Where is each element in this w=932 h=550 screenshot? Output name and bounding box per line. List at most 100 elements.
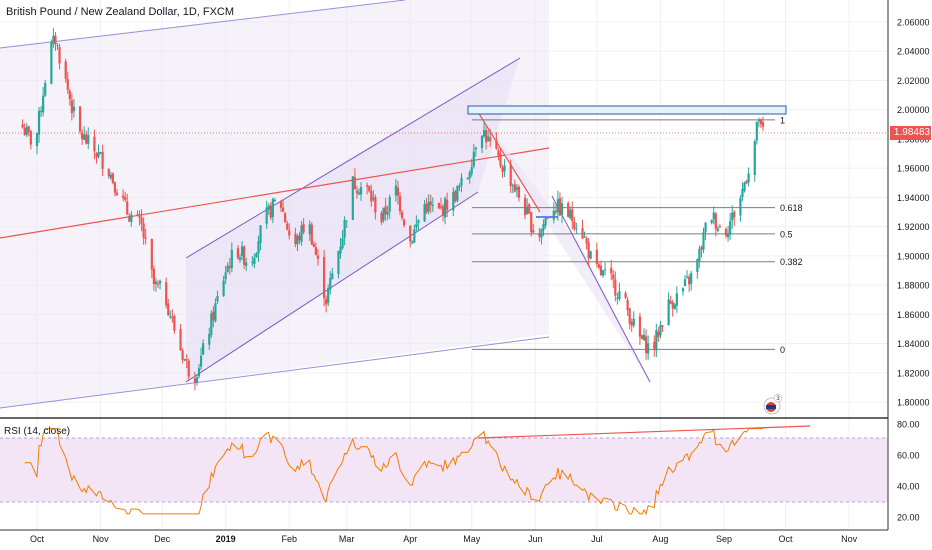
candle-body	[556, 199, 559, 213]
rsi-tick-label: 80.00	[897, 420, 920, 430]
candle-body	[585, 238, 588, 244]
candle-body	[21, 124, 24, 128]
x-tick-label: Oct	[30, 534, 45, 544]
candle-body	[286, 223, 289, 230]
candle-body	[532, 230, 535, 233]
flag-marker-icon[interactable]: 3	[763, 393, 783, 415]
candle-body	[409, 225, 412, 242]
candle-body	[44, 83, 47, 96]
rsi-tick-label: 20.00	[897, 513, 920, 523]
candle-body	[470, 167, 473, 174]
candle-body	[523, 197, 527, 216]
candle-body	[452, 192, 455, 211]
candle-body	[655, 330, 658, 351]
rsi-tick-label: 60.00	[897, 451, 920, 461]
candle-body	[443, 198, 447, 218]
candle-body	[271, 198, 274, 218]
candle-body	[273, 200, 276, 202]
candle-body	[669, 300, 672, 304]
candle-body	[429, 201, 432, 206]
x-tick-label: Oct	[779, 534, 794, 544]
candle-body	[718, 226, 721, 228]
candle-body	[528, 204, 531, 214]
candle-body	[526, 206, 529, 215]
y-tick-label: 1.94000	[897, 193, 930, 203]
candle-body	[581, 227, 584, 239]
candle-body	[511, 185, 514, 187]
candle-body	[230, 249, 233, 269]
fib-level-label: 0.5	[780, 229, 793, 239]
candle-body	[212, 311, 215, 321]
candle-body	[351, 176, 354, 220]
y-tick-label: 1.82000	[897, 368, 930, 378]
candle-body	[554, 210, 557, 213]
candle-body	[690, 272, 693, 284]
candle-body	[546, 217, 549, 219]
candle-body	[341, 238, 344, 248]
candle-body	[345, 220, 348, 222]
candle-body	[226, 265, 229, 272]
candle-body	[81, 132, 84, 139]
candle-body	[195, 377, 199, 383]
candle-body	[243, 246, 246, 265]
candle-body	[603, 269, 607, 271]
rsi-line	[24, 428, 763, 516]
candle-body	[359, 187, 363, 195]
x-tick-label: 2019	[216, 534, 236, 544]
candle-body	[485, 130, 488, 143]
candle-body	[238, 257, 242, 260]
channel-background	[0, 0, 549, 408]
candle-body	[632, 318, 635, 326]
candles	[21, 28, 765, 391]
candle-body	[673, 304, 676, 310]
candle-body	[265, 207, 268, 224]
rsi-band	[0, 438, 888, 502]
candle-body	[107, 168, 110, 177]
candle-body	[197, 368, 201, 377]
candle-body	[343, 219, 346, 238]
candle-body	[144, 237, 147, 239]
red-trendline	[0, 147, 550, 239]
fib-retracement: 1 0.618 0.5 0.382 0	[472, 115, 803, 355]
candle-body	[374, 197, 377, 213]
candle-body	[460, 177, 463, 186]
candle-body	[97, 152, 100, 157]
candle-body	[214, 303, 217, 322]
candle-body	[240, 246, 244, 256]
candle-body	[630, 321, 633, 326]
y-tick-label: 1.90000	[897, 251, 930, 261]
candle-body	[599, 265, 603, 275]
candle-body	[501, 167, 504, 173]
candle-body	[329, 278, 332, 290]
candle-body	[199, 355, 203, 367]
candle-body	[626, 299, 629, 310]
candle-body	[415, 223, 418, 228]
candle-body	[571, 209, 574, 222]
rsi-trendline	[477, 425, 811, 439]
candle-body	[569, 209, 572, 218]
candle-body	[495, 140, 498, 149]
rsi-y-axis: 80.00 60.00 40.00 20.00	[897, 420, 920, 523]
candle-body	[727, 233, 730, 238]
y-tick-label: 1.92000	[897, 222, 930, 232]
candle-body	[583, 236, 586, 238]
candle-body	[372, 197, 375, 200]
candle-body	[653, 341, 656, 349]
candle-body	[216, 296, 219, 302]
candle-body	[202, 343, 205, 355]
candle-body	[288, 230, 291, 236]
candle-body	[185, 359, 188, 361]
candle-body	[56, 45, 59, 47]
candle-body	[210, 313, 213, 335]
candle-body	[236, 248, 240, 258]
candle-body	[85, 134, 88, 144]
resistance-box	[467, 105, 787, 115]
candle-body	[136, 214, 139, 216]
candle-body	[122, 195, 125, 199]
candle-body	[456, 185, 459, 201]
candle-body	[659, 324, 662, 336]
svg-text:3: 3	[776, 396, 780, 402]
candle-body	[181, 350, 184, 360]
candle-body	[68, 90, 71, 100]
